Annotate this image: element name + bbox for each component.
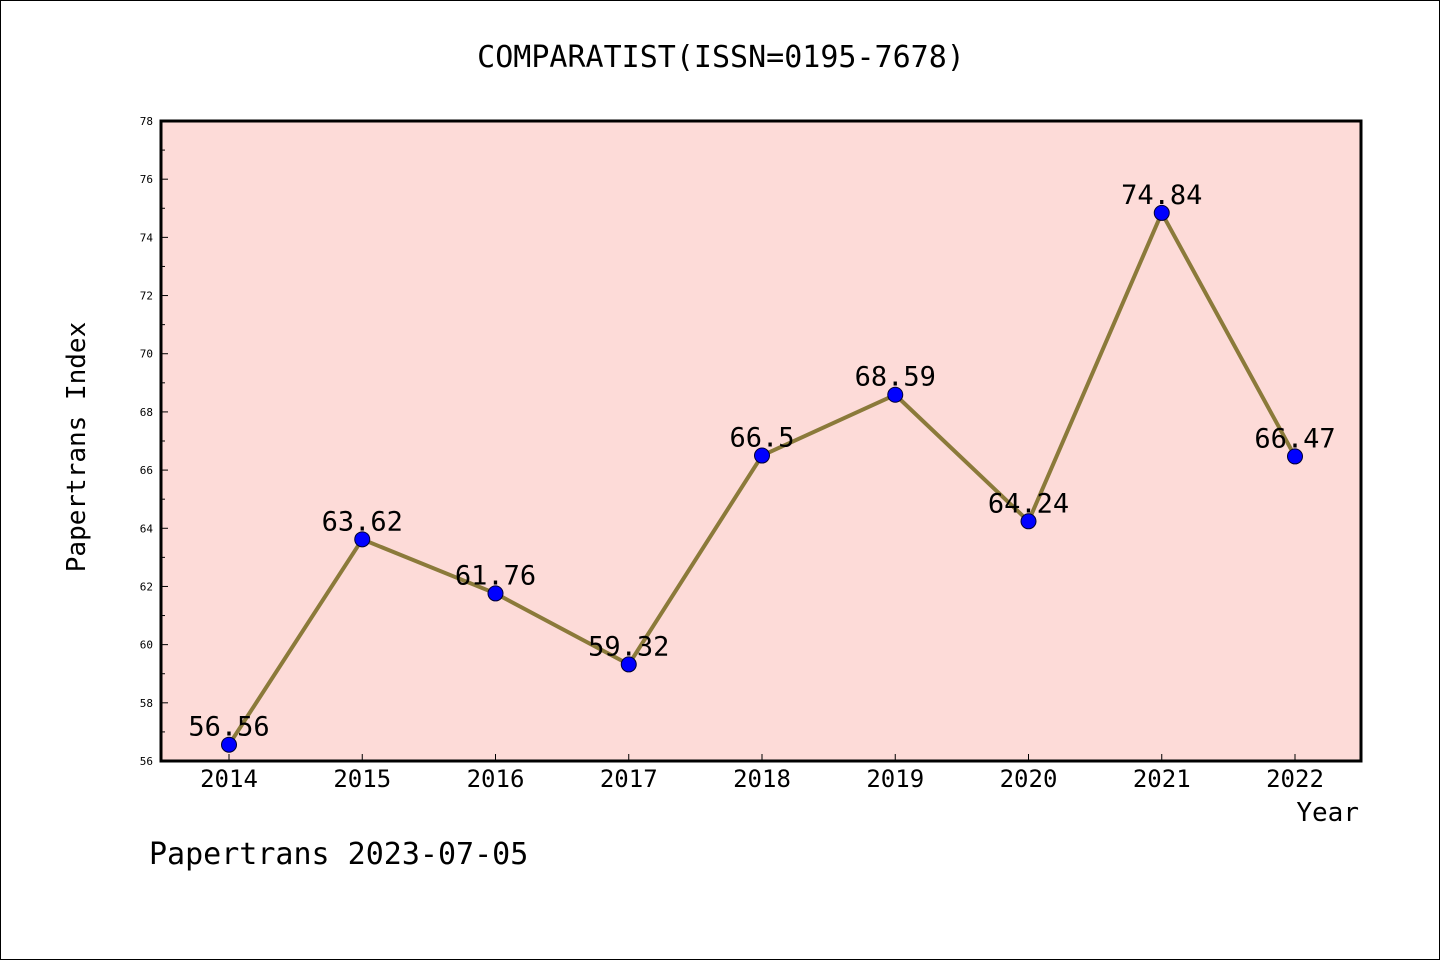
- x-axis-label: Year: [1296, 798, 1359, 828]
- data-label: 66.47: [1254, 423, 1335, 454]
- footer-source-date: Papertrans 2023-07-05: [149, 837, 528, 872]
- x-tick-label: 2015: [333, 765, 391, 793]
- y-tick-label: 74: [140, 231, 154, 244]
- y-tick-label: 56: [140, 755, 153, 768]
- data-label: 56.56: [188, 712, 269, 743]
- y-tick-label: 58: [140, 697, 153, 710]
- data-label: 74.84: [1121, 180, 1202, 211]
- data-point: [1020, 513, 1037, 530]
- data-point: [1153, 204, 1170, 221]
- y-tick-label: 64: [140, 522, 154, 535]
- y-tick-label: 60: [140, 639, 153, 652]
- y-tick-label: 62: [140, 580, 153, 593]
- x-axis: 2014 2015 2016 2017 2018 2019 2020 2021 2022: [200, 754, 1324, 793]
- chart-title: COMPARATIST(ISSN=0195-7678): [477, 40, 965, 75]
- data-label: 59.32: [588, 631, 669, 662]
- y-tick-label: 76: [140, 173, 153, 186]
- data-label: 64.24: [988, 488, 1069, 519]
- data-label: 66.5: [729, 423, 794, 454]
- y-axis-label: Papertrans Index: [62, 322, 92, 572]
- y-tick-label: 78: [140, 115, 153, 128]
- x-tick-label: 2020: [1000, 765, 1058, 793]
- data-labels: 56.56 63.62 61.76 59.32 66.5 68.59 64.24 74.84 6…: [188, 180, 1335, 743]
- data-point: [1287, 448, 1303, 465]
- y-tick-label: 72: [140, 290, 153, 303]
- x-tick-label: 2014: [200, 765, 258, 793]
- plot-area: [159, 119, 1363, 763]
- y-tick-label: 66: [140, 464, 153, 477]
- data-markers: [221, 204, 1303, 753]
- y-axis: 56 58 60 62 64 66 68 70 72 74 76 78: [140, 115, 168, 768]
- x-tick-label: 2021: [1133, 765, 1191, 793]
- x-tick-label: 2019: [866, 765, 924, 793]
- data-point: [487, 585, 504, 602]
- data-point: [620, 656, 637, 673]
- data-point: [221, 736, 237, 753]
- y-tick-label: 70: [140, 348, 153, 361]
- x-tick-label: 2022: [1266, 765, 1324, 793]
- data-label: 68.59: [855, 362, 936, 393]
- x-tick-label: 2016: [467, 765, 525, 793]
- y-tick-label: 68: [140, 406, 153, 419]
- data-label: 63.62: [322, 506, 403, 537]
- data-point: [354, 531, 371, 548]
- x-tick-label: 2017: [600, 765, 658, 793]
- x-tick-label: 2018: [733, 765, 791, 793]
- data-label: 61.76: [455, 560, 536, 591]
- data-point: [754, 447, 770, 464]
- data-point: [887, 386, 904, 403]
